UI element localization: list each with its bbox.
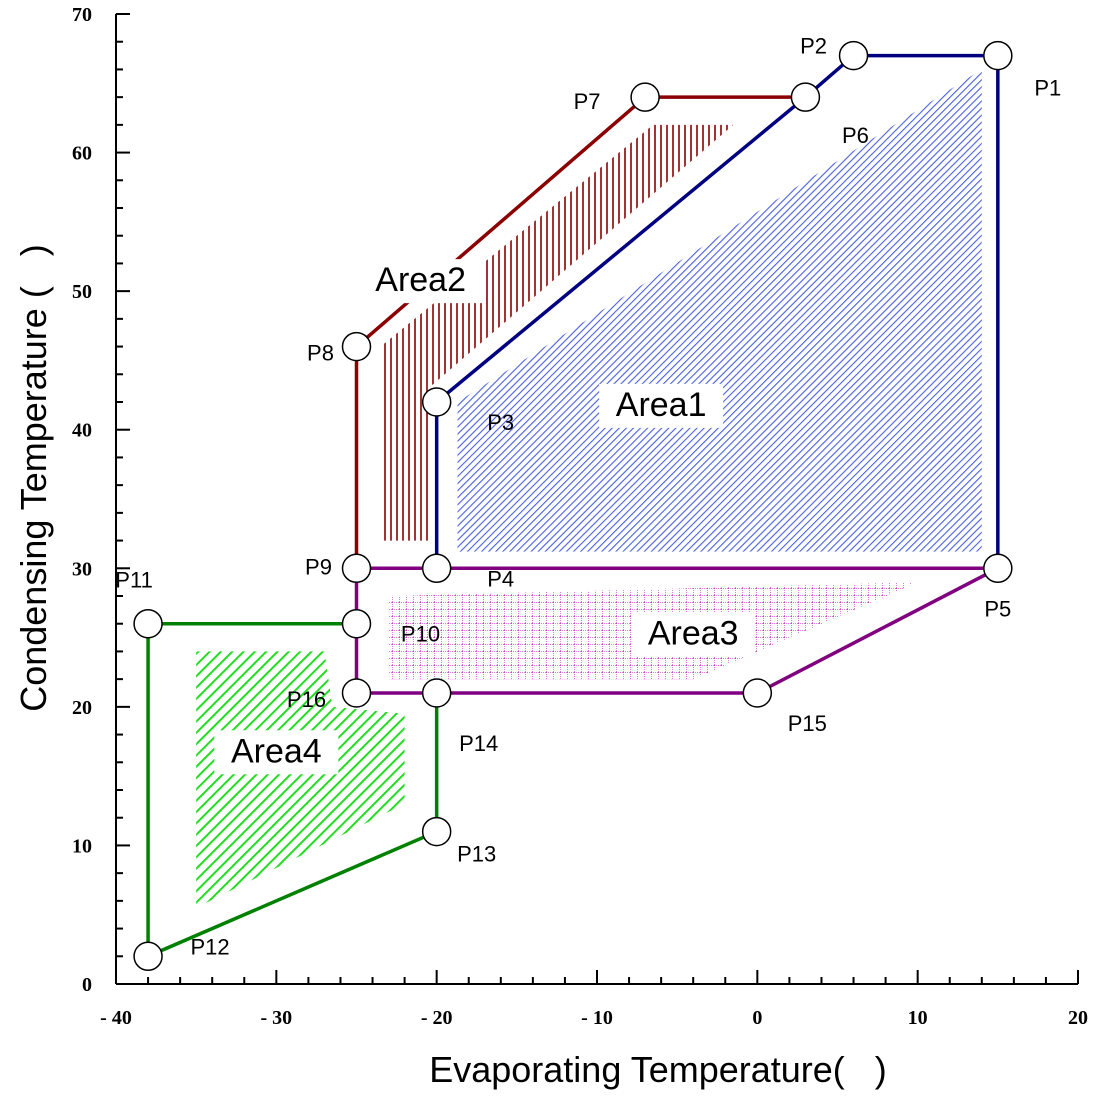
- point-marker-p16: [341, 678, 372, 708]
- y-tick-label: 70: [72, 4, 92, 26]
- point-label-p1: P1: [1034, 76, 1061, 101]
- point-marker-p4: [421, 553, 452, 584]
- area-label-bg: [358, 259, 483, 304]
- y-tick-label: 0: [82, 974, 92, 996]
- x-tick-label: 20: [1068, 1007, 1088, 1029]
- point-marker-p2: [838, 40, 869, 71]
- x-tick-label: - 20: [421, 1007, 453, 1029]
- area-label-layer: Area1 Area2 Area3 Area4: [214, 259, 756, 775]
- point-label-p5: P5: [984, 596, 1011, 621]
- area-label-area4: Area4: [231, 732, 322, 770]
- area-label-bg: [599, 383, 724, 428]
- y-tick-label: 30: [72, 558, 92, 580]
- point-marker-p9: [341, 553, 372, 584]
- x-tick-label: - 40: [100, 1007, 132, 1029]
- point-label-p7: P7: [574, 89, 601, 114]
- y-axis-title: Condensing Temperature ( ): [13, 244, 54, 712]
- area-label-area1: Area1: [616, 386, 707, 424]
- area-label-bg: [631, 612, 756, 657]
- y-tick-label: 10: [72, 835, 92, 857]
- point-label-p4: P4: [487, 566, 514, 591]
- axes-layer: - 40 - 30 - 20 - 10 0 10 20 0 10 20 30 40 50 60 70: [72, 4, 1088, 1029]
- point-label-p12: P12: [190, 934, 229, 959]
- point-marker-p12: [133, 941, 163, 972]
- point-marker-p3: [421, 387, 452, 417]
- x-axis-title: Evaporating Temperature( ): [429, 1049, 887, 1090]
- point-label-p8: P8: [307, 341, 334, 366]
- point-label-p15: P15: [788, 711, 827, 736]
- point-marker-p15: [742, 678, 773, 708]
- x-tick-label: 10: [908, 1007, 928, 1029]
- point-marker-p7: [630, 82, 660, 112]
- point-marker-p11: [133, 608, 163, 639]
- x-tick-label: - 10: [581, 1007, 613, 1029]
- point-marker-p13: [421, 816, 452, 847]
- point-label-p13: P13: [457, 842, 496, 867]
- region-layer: [196, 69, 982, 908]
- region-area4: [196, 651, 405, 908]
- x-tick-label: - 30: [260, 1007, 292, 1029]
- point-marker-p14: [421, 678, 452, 708]
- area-label-area2: Area2: [375, 261, 466, 299]
- point-layer: P1 P2 P3 P4 P5 P6 P7 P8 P9 P10 P11 P12 P13 P14 P15 P16: [115, 34, 1061, 972]
- area-label-area3: Area3: [648, 615, 739, 653]
- point-label-p2: P2: [800, 34, 827, 59]
- y-tick-label: 40: [72, 420, 92, 442]
- y-tick-label: 50: [72, 281, 92, 303]
- point-label-p3: P3: [487, 410, 514, 435]
- y-tick-label: 60: [72, 143, 92, 165]
- point-label-p9: P9: [305, 554, 332, 579]
- x-tick-label: 0: [752, 1007, 762, 1029]
- point-label-p6: P6: [842, 123, 869, 148]
- point-label-p16: P16: [287, 687, 326, 712]
- point-label-p11: P11: [115, 568, 153, 593]
- point-marker-p5: [983, 553, 1013, 584]
- point-label-p14: P14: [459, 731, 498, 756]
- boundary-area2: [354, 95, 806, 569]
- region-area1: [457, 69, 982, 552]
- point-marker-p10: [341, 608, 372, 639]
- point-marker-p6: [790, 82, 821, 112]
- point-label-p10: P10: [401, 622, 440, 647]
- point-marker-p1: [983, 40, 1013, 71]
- region-area2: [380, 124, 734, 541]
- y-tick-label: 20: [72, 697, 92, 719]
- area-label-bg: [214, 730, 339, 775]
- point-marker-p8: [341, 331, 372, 362]
